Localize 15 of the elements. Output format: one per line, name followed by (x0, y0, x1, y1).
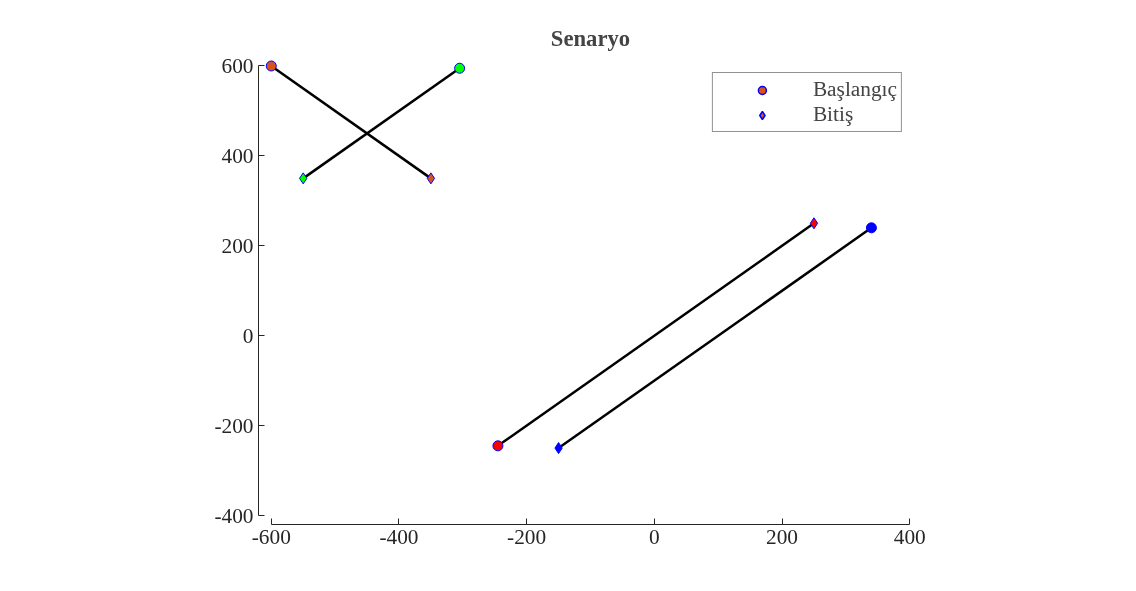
y-tick-label: 0 (242, 323, 254, 348)
y-tick-label: -400 (214, 503, 254, 528)
legend-label: Başlangıç (812, 77, 897, 102)
x-tick-label: 200 (766, 524, 799, 549)
x-tick-label: -200 (507, 524, 547, 549)
legend-label: Bitiş (812, 102, 854, 127)
y-tick-label: -200 (214, 413, 254, 438)
x-tick-label: 0 (649, 524, 660, 549)
x-tick-label: -400 (379, 524, 419, 549)
y-tick-label: 600 (221, 53, 254, 78)
x-tick-label: -600 (251, 524, 291, 549)
y-tick-label: 400 (221, 143, 254, 168)
y-tick-label: 200 (221, 233, 254, 258)
x-tick-label: 400 (893, 524, 926, 549)
chart-title: Senaryo (550, 25, 631, 51)
